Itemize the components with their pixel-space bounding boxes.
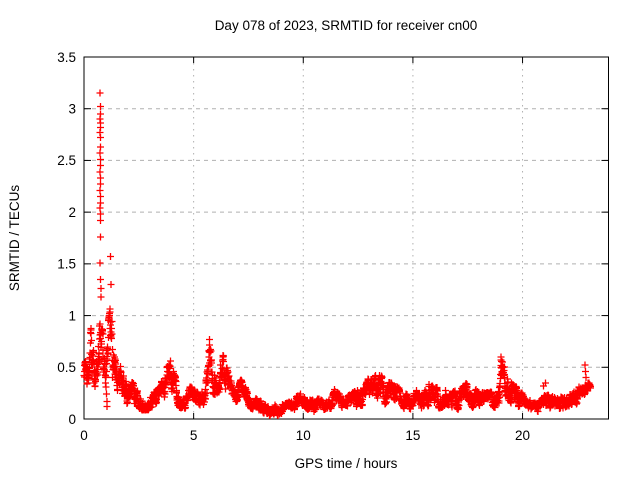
x-tick-label: 20 [515,428,530,443]
plot-border [83,56,609,420]
y-tick-label: 2.5 [57,153,76,168]
y-tick-label: 3 [68,102,76,117]
chart-title: Day 078 of 2023, SRMTID for receiver cn0… [215,18,478,33]
y-axis-label: SRMTID / TECUs [7,185,22,292]
x-tick-label: 5 [190,428,198,443]
axis-tick-labels: 0 5 10 15 20 0 0.5 1 1.5 2 2.5 3 3.5 [57,50,530,443]
y-tick-label: 1 [68,308,76,323]
x-tick-label: 15 [405,428,420,443]
y-tick-label: 3.5 [57,50,76,65]
y-tick-label: 1.5 [57,257,76,272]
x-tick-label: 0 [80,428,88,443]
y-tick-label: 0.5 [57,360,76,375]
x-axis-label: GPS time / hours [295,456,398,471]
y-tick-label: 2 [68,205,76,220]
grid-lines [84,57,609,419]
x-tick-label: 10 [296,428,311,443]
scatter-points [80,89,594,419]
axis-tick-marks [83,56,609,420]
y-tick-label: 0 [68,412,76,427]
